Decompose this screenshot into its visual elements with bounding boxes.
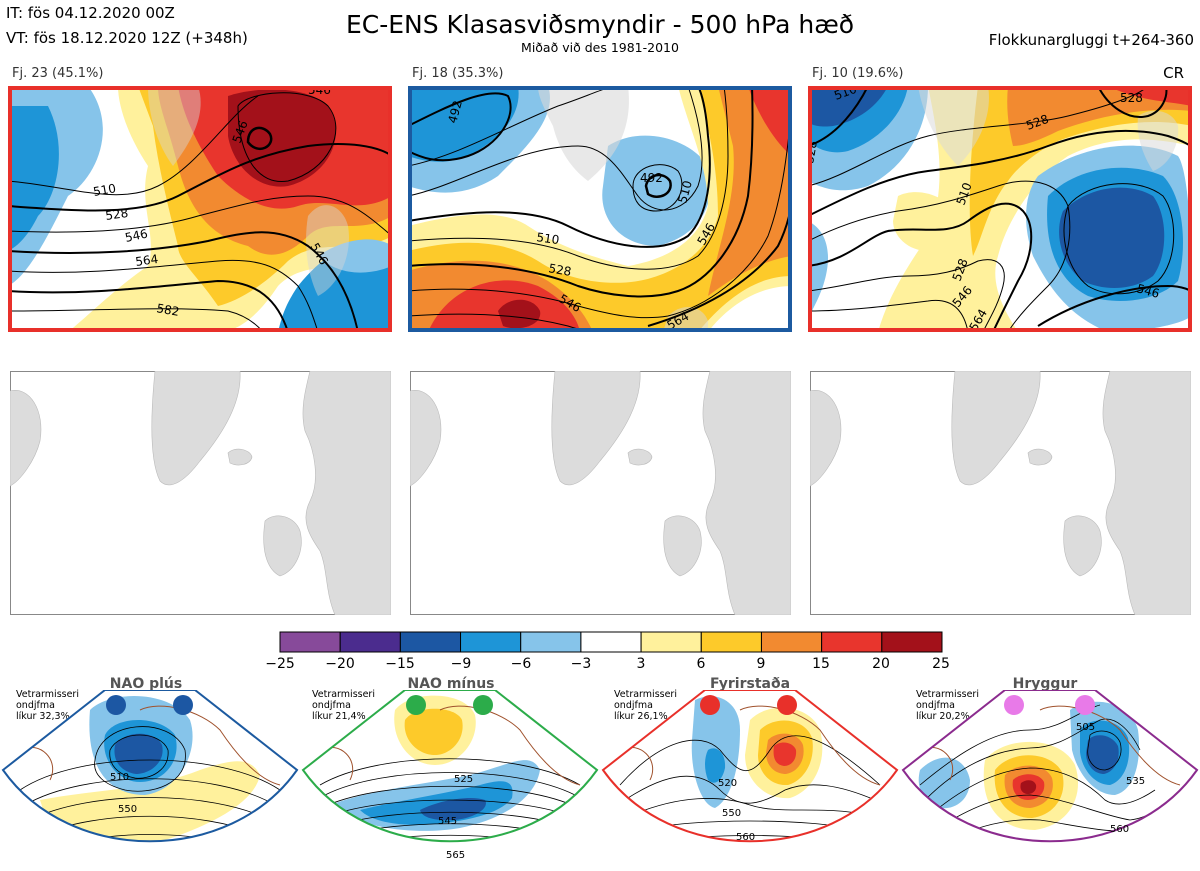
contour-label: 520: [718, 778, 737, 789]
regime-1-text: Vetrarmisseri ondjfma líkur 32,3%: [16, 689, 79, 722]
panel-1-label: Fj. 23 (45.1%): [12, 66, 104, 81]
regime-3-name: Fyrirstaða: [709, 676, 791, 692]
regime-1-dot: [106, 695, 126, 715]
colorbar-tick: −20: [325, 656, 355, 672]
colorbar-tick: −9: [450, 656, 472, 672]
regime-1-dot: [173, 695, 193, 715]
contour-label: 528: [547, 261, 572, 279]
regime-2-border: [301, 690, 599, 843]
cluster-map-1: 546 510 528 546 564 582 546 546: [8, 86, 392, 332]
panel-2-label: Fj. 18 (35.3%): [412, 66, 504, 81]
colorbar-tick: 9: [756, 656, 766, 672]
contour-label: 550: [722, 808, 741, 819]
colorbar-tick: 20: [872, 656, 890, 672]
panel-2-border: [408, 86, 792, 332]
regime-3-dot: [777, 695, 797, 715]
page-subtitle: Miðað við des 1981-2010: [521, 40, 679, 55]
contour-label: 528: [1120, 91, 1143, 105]
regime-2-name: NAO mínus: [407, 676, 495, 692]
colorbar-tick: 15: [812, 656, 830, 672]
contour-label: 535: [1126, 776, 1145, 787]
regime-4-dot: [1004, 695, 1024, 715]
base-map-2: [410, 371, 791, 615]
regime-2-text: Vetrarmisseri ondjfma líkur 21,4%: [312, 689, 375, 722]
colorbar-tick: −15: [385, 656, 415, 672]
contour-label: 505: [1076, 722, 1095, 733]
colorbar-cell: [700, 631, 762, 653]
contour-label: 546: [1135, 281, 1161, 300]
regime-2-dot: [473, 695, 493, 715]
contour-label: 528: [808, 140, 820, 165]
contour-label: 510: [536, 230, 561, 247]
contour-label: 492: [640, 171, 663, 185]
colorbar-cell: [399, 631, 462, 653]
colorbar: [279, 631, 943, 653]
contour-label: 510: [92, 181, 117, 199]
colorbar-cell: [580, 631, 642, 653]
page-title: EC-ENS Klasasviðsmyndir - 500 hPa hæð: [345, 10, 855, 39]
regime-3-border: [601, 690, 899, 843]
colorbar-tick: −25: [265, 656, 295, 672]
colorbar-cell: [460, 631, 522, 653]
valid-time: VT: fös 18.12.2020 12Z (+348h): [6, 29, 248, 47]
regime-4-name: Hryggur: [1012, 676, 1078, 692]
regime-map-ridge: 505 535 560: [901, 690, 1199, 843]
colorbar-cell: [339, 631, 401, 653]
regime-map-blocking: 520 550 560: [601, 690, 899, 843]
base-map-3: [810, 371, 1191, 615]
cluster-map-3: 510 528 528 510 528 546 564 546 528: [808, 86, 1192, 332]
colorbar-cell: [520, 631, 582, 653]
regime-map-nao-plus: 510 550: [1, 690, 299, 843]
regime-4-border: [901, 690, 1199, 843]
colorbar-cell: [821, 631, 883, 653]
contour-label: 550: [118, 804, 137, 815]
regime-map-nao-minus: 525 545 565: [301, 690, 599, 861]
regime-2-dot: [406, 695, 426, 715]
contour-label: 510: [110, 772, 129, 783]
contour-label: 492: [445, 99, 464, 125]
panel-1-border: [8, 86, 392, 332]
contour-label: 564: [134, 252, 159, 269]
contour-label: 546: [308, 86, 331, 97]
cluster-map-2: 492 492 510 528 546 510 546 564: [408, 86, 792, 332]
colorbar-tick: −3: [570, 656, 592, 672]
contour-label: 560: [736, 832, 755, 843]
regime-4-dot: [1075, 695, 1095, 715]
colorbar-cell: [640, 631, 702, 653]
panel-3-label: Fj. 10 (19.6%): [812, 66, 904, 81]
contour-label: 560: [1110, 824, 1129, 835]
colorbar-cell: [881, 631, 943, 653]
classification-window: Flokkunargluggi t+264-360: [988, 31, 1194, 49]
contour-label: 582: [155, 301, 180, 319]
regime-3-dot: [700, 695, 720, 715]
regime-1-name: NAO plús: [109, 676, 183, 692]
contour-label: 528: [104, 206, 129, 223]
colorbar-tick: 6: [696, 656, 706, 672]
contour-label: 565: [446, 850, 465, 861]
contour-label: 510: [675, 179, 694, 205]
initial-time: IT: fös 04.12.2020 00Z: [6, 4, 175, 22]
regime-3-text: Vetrarmisseri ondjfma líkur 26,1%: [614, 689, 677, 722]
colorbar-tick: 25: [932, 656, 950, 672]
panel-3-border: [808, 86, 1192, 332]
colorbar-cell: [760, 631, 823, 653]
colorbar-tick: −6: [510, 656, 532, 672]
cr-label: CR: [1163, 64, 1184, 82]
colorbar-tick: 3: [636, 656, 646, 672]
regime-4-text: Vetrarmisseri ondjfma líkur 20,2%: [916, 689, 979, 722]
contour-label: 546: [124, 226, 149, 244]
base-map-1: [10, 371, 391, 615]
colorbar-cell: [279, 631, 341, 653]
regime-1-border: [1, 690, 299, 843]
contour-label: 525: [454, 774, 473, 785]
contour-label: 545: [438, 816, 457, 827]
